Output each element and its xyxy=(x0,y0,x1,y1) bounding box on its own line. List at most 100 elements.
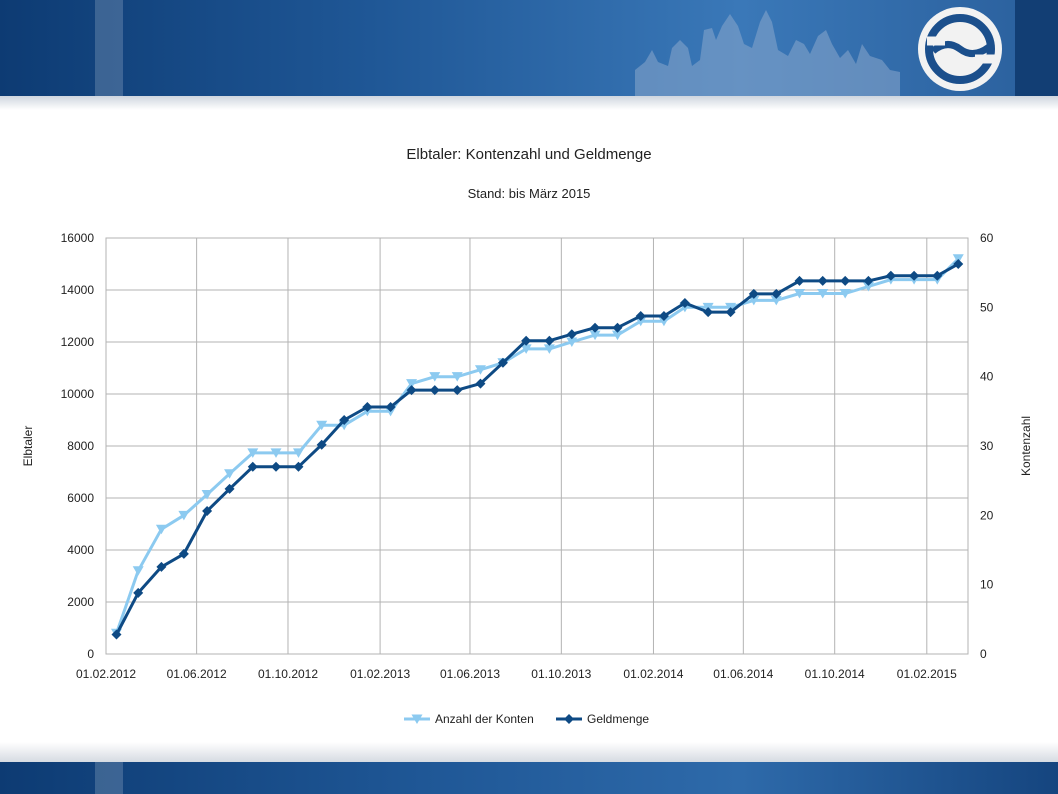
anzahl-konten-data-point xyxy=(451,372,463,382)
anzahl-konten-data-point xyxy=(770,295,782,306)
anzahl-konten-data-point xyxy=(201,490,213,500)
y-tick-label: 8000 xyxy=(67,439,94,453)
x-tick-label: 01.06.2012 xyxy=(167,667,227,681)
anzahl-konten-legend-label: Anzahl der Konten xyxy=(435,712,534,726)
geldmenge-data-point xyxy=(271,461,282,472)
geldmenge-data-point xyxy=(725,307,736,318)
anzahl-konten-data-point xyxy=(566,337,578,347)
y2-tick-label: 40 xyxy=(980,370,994,384)
anzahl-konten-data-point xyxy=(474,365,486,375)
geldmenge-data-point xyxy=(316,439,327,450)
y-tick-label: 16000 xyxy=(61,231,95,245)
anzahl-konten-data-point xyxy=(817,288,829,299)
footer-banner-stripe xyxy=(95,762,123,794)
x-tick-label: 01.02.2012 xyxy=(76,667,136,681)
geldmenge-data-point xyxy=(953,259,964,269)
geldmenge-data-point xyxy=(497,357,508,368)
anzahl-konten-data-point xyxy=(155,524,167,535)
x-tick-label: 01.02.2013 xyxy=(350,667,410,681)
geldmenge-data-point xyxy=(293,461,304,472)
geldmenge-data-point xyxy=(794,275,805,286)
x-tick-label: 01.02.2015 xyxy=(897,667,957,681)
footer-shadow xyxy=(0,742,1058,762)
anzahl-konten-data-point xyxy=(270,448,282,458)
y-tick-label: 4000 xyxy=(67,543,94,557)
geldmenge-data-point xyxy=(612,322,623,333)
anzahl-konten-data-point xyxy=(247,448,259,458)
x-tick-label: 01.10.2013 xyxy=(531,667,591,681)
geldmenge-data-point xyxy=(521,335,532,346)
y2-tick-label: 50 xyxy=(980,300,994,314)
geldmenge-data-point xyxy=(566,329,577,340)
plot-area-border xyxy=(105,237,969,655)
y2-tick-label: 10 xyxy=(980,578,994,592)
anzahl-konten-data-point xyxy=(658,316,670,327)
x-tick-label: 01.10.2012 xyxy=(258,667,318,681)
anzahl-konten-data-point xyxy=(612,330,624,341)
geldmenge-data-point xyxy=(909,270,920,281)
y2-tick-label: 30 xyxy=(980,439,994,453)
header-logo-band xyxy=(1015,0,1058,96)
y-tick-label: 10000 xyxy=(61,387,95,401)
geldmenge-data-point xyxy=(475,378,486,389)
anzahl-konten-data-point xyxy=(543,344,555,354)
y-tick-label: 14000 xyxy=(61,283,95,297)
geldmenge-data-point xyxy=(863,275,874,286)
geldmenge-data-point xyxy=(362,402,373,412)
geldmenge-data-point xyxy=(932,270,943,281)
elbtaler-logo-icon xyxy=(918,7,1002,91)
geldmenge-data-point xyxy=(748,288,759,299)
y-tick-label: 12000 xyxy=(61,335,95,349)
y2-axis-title: Kontenzahl xyxy=(1019,416,1033,476)
footer-banner xyxy=(0,762,1058,794)
geldmenge-data-point xyxy=(178,548,189,559)
city-skyline-graphic xyxy=(635,10,900,96)
anzahl-konten-legend-marker xyxy=(411,714,423,724)
geldmenge-data-point xyxy=(679,298,690,308)
geldmenge-data-point xyxy=(247,461,258,472)
anzahl-konten-data-point xyxy=(839,288,851,299)
geldmenge-legend-label: Geldmenge xyxy=(587,712,649,726)
geldmenge-data-point xyxy=(202,506,213,516)
anzahl-konten-data-point xyxy=(589,330,601,341)
anzahl-konten-series-line xyxy=(115,257,960,634)
anzahl-konten-data-point xyxy=(862,282,874,292)
geldmenge-data-point xyxy=(817,275,828,286)
anzahl-konten-data-point xyxy=(406,379,418,389)
anzahl-konten-data-point xyxy=(793,288,805,299)
anzahl-konten-data-point xyxy=(429,372,441,382)
geldmenge-data-point xyxy=(406,385,417,396)
geldmenge-data-point xyxy=(703,307,714,318)
y2-tick-label: 60 xyxy=(980,231,994,245)
anzahl-konten-data-point xyxy=(520,344,532,354)
geldmenge-data-point xyxy=(385,402,396,412)
y-tick-label: 6000 xyxy=(67,491,94,505)
geldmenge-data-point xyxy=(840,275,851,286)
anzahl-konten-data-point xyxy=(316,420,328,431)
geldmenge-data-point xyxy=(771,288,782,299)
anzahl-konten-data-point xyxy=(224,469,236,479)
chart-title: Elbtaler: Kontenzahl und Geldmenge xyxy=(406,146,652,163)
geldmenge-data-point xyxy=(156,561,167,572)
anzahl-konten-data-point xyxy=(292,448,304,458)
x-tick-label: 01.10.2014 xyxy=(805,667,865,681)
geldmenge-data-point xyxy=(635,311,646,321)
y2-tick-label: 0 xyxy=(980,647,987,661)
geldmenge-data-point xyxy=(452,385,463,396)
anzahl-konten-data-point xyxy=(748,295,760,306)
geldmenge-data-point xyxy=(133,587,144,598)
anzahl-konten-data-point xyxy=(635,316,647,327)
geldmenge-data-point xyxy=(544,335,555,346)
geldmenge-data-point xyxy=(429,385,440,396)
chart-subtitle: Stand: bis März 2015 xyxy=(467,186,591,201)
geldmenge-data-point xyxy=(224,483,235,494)
geldmenge-series-line xyxy=(115,262,960,636)
geldmenge-data-point xyxy=(590,322,601,333)
geldmenge-data-point xyxy=(339,415,350,425)
header-banner-stripe xyxy=(95,0,123,96)
x-tick-label: 01.06.2014 xyxy=(713,667,773,681)
anzahl-konten-data-point xyxy=(178,510,190,521)
geldmenge-data-point xyxy=(111,629,122,640)
anzahl-konten-data-point xyxy=(132,566,144,576)
